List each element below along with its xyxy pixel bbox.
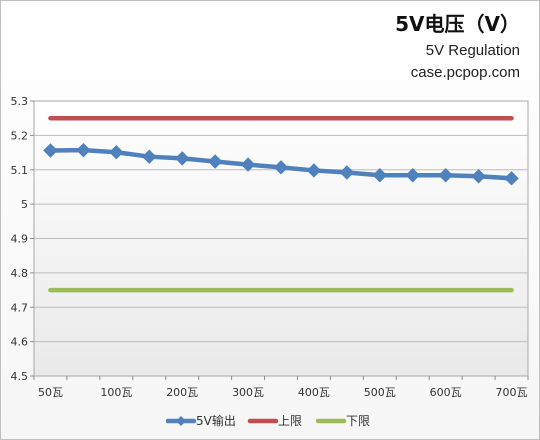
y-tick-label: 4.8 [11, 267, 29, 280]
y-tick-label: 4.9 [11, 233, 29, 246]
subtitle-line-2: case.pcpop.com [410, 64, 520, 81]
x-tick-label: 300瓦 [232, 386, 264, 399]
data-point [471, 169, 486, 184]
data-point [142, 149, 157, 164]
x-tick-label: 600瓦 [430, 386, 462, 399]
y-tick-label: 5.2 [11, 129, 29, 142]
data-point [339, 165, 355, 180]
legend: 5V输出 上限 下限 [165, 413, 370, 428]
legend-label: 上限 [278, 414, 302, 428]
data-point [76, 142, 91, 158]
x-tick-label: 200瓦 [166, 386, 198, 399]
y-tick-label: 5 [21, 198, 28, 211]
y-tick-label: 5.1 [11, 164, 29, 177]
data-point [306, 163, 322, 178]
x-axis: 50瓦 100瓦 200瓦 300瓦 400瓦 500瓦 600瓦 700瓦 [33, 376, 529, 399]
subtitle-line-1: 5V Regulation [425, 42, 520, 59]
legend-label: 5V输出 [196, 413, 236, 428]
legend-marker [176, 416, 186, 426]
legend-label: 下限 [346, 414, 370, 428]
data-point [207, 154, 223, 169]
x-tick-label: 50瓦 [38, 386, 63, 399]
data-point [405, 168, 420, 183]
x-tick-label: 400瓦 [298, 386, 330, 399]
x-tick-label: 100瓦 [100, 386, 132, 399]
data-point [109, 145, 124, 160]
x-tick-label: 700瓦 [496, 386, 528, 399]
y-axis: 5.3 5.2 5.1 5 4.9 4.8 4.7 4.6 4.5 [11, 95, 34, 383]
series-group [43, 115, 519, 293]
x-tick-label: 500瓦 [364, 386, 396, 399]
y-tick-label: 4.5 [11, 370, 29, 383]
y-tick-label: 4.6 [11, 336, 29, 349]
data-point [372, 168, 388, 183]
data-point [273, 160, 289, 175]
data-point [174, 151, 190, 166]
chart-title: 5V电压（V） [395, 12, 520, 36]
data-point [240, 157, 256, 172]
data-point [438, 168, 453, 183]
data-point [43, 143, 58, 158]
y-tick-label: 5.3 [11, 95, 29, 108]
data-point [504, 171, 519, 186]
chart-subtitle: 5V Regulation case.pcpop.com [411, 40, 520, 84]
y-tick-label: 4.7 [11, 301, 29, 314]
